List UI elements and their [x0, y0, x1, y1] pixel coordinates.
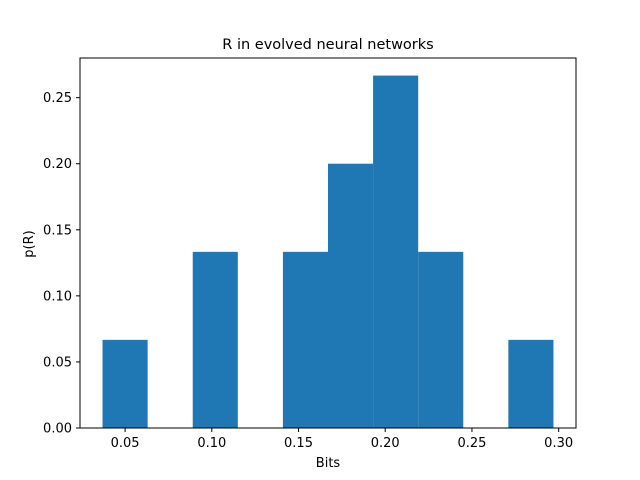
- x-tick-label: 0.05: [111, 436, 140, 451]
- histogram-bar-1: [102, 339, 148, 428]
- histogram-bar-10: [508, 339, 554, 428]
- x-tick-label: 0.30: [544, 436, 573, 451]
- histogram-bar-3: [192, 251, 238, 428]
- y-tick-label: 0.10: [43, 289, 72, 304]
- x-tick-label: 0.25: [457, 436, 486, 451]
- histogram-bar-6: [328, 163, 374, 428]
- x-tick-label: 0.15: [284, 436, 313, 451]
- y-tick-label: 0.05: [43, 355, 72, 370]
- x-axis-ticks: 0.05 0.10 0.15 0.20 0.25 0.30: [111, 428, 573, 451]
- y-axis-ticks: 0.00 0.05 0.10 0.15 0.20 0.25: [43, 91, 80, 437]
- histogram-bar-7: [373, 75, 419, 428]
- y-tick-label: 0.20: [43, 157, 72, 172]
- y-axis-label: p(R): [22, 230, 37, 257]
- y-tick-label: 0.15: [43, 223, 72, 238]
- bars-group: [102, 75, 554, 428]
- chart-title: R in evolved neural networks: [222, 37, 433, 53]
- x-tick-label: 0.20: [371, 436, 400, 451]
- y-tick-label: 0.25: [43, 91, 72, 106]
- x-tick-label: 0.10: [197, 436, 226, 451]
- plot-frame: [79, 57, 577, 429]
- y-tick-label: 0.00: [43, 422, 72, 437]
- histogram-bar-5: [282, 251, 328, 428]
- x-axis-label: Bits: [316, 456, 341, 471]
- histogram-bar-8: [418, 251, 464, 428]
